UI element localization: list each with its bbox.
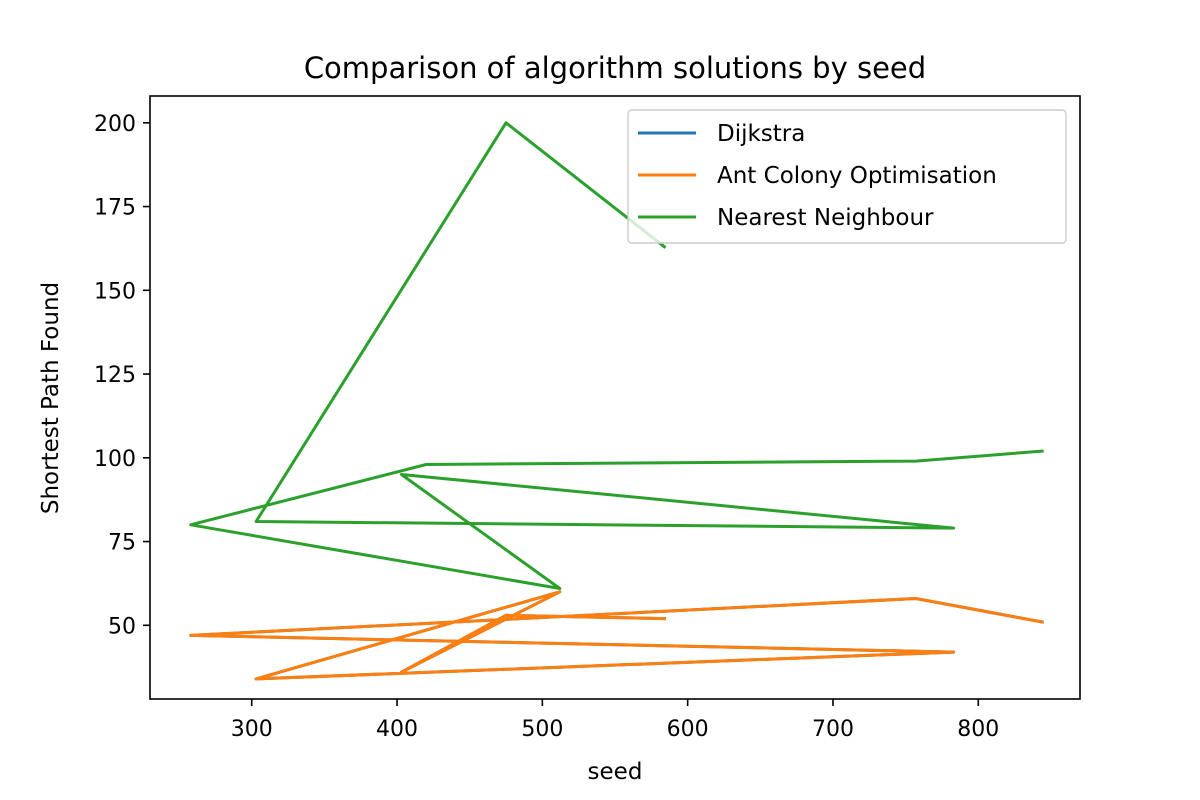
plot-area: [189, 121, 1044, 681]
x-tick-label: 600: [667, 717, 709, 742]
y-tick-label: 100: [94, 447, 136, 472]
legend-label-ant-colony-optimisation: Ant Colony Optimisation: [717, 163, 997, 189]
legend-label-dijkstra: Dijkstra: [717, 121, 805, 147]
x-tick-label: 700: [812, 717, 854, 742]
y-tick-label: 50: [108, 614, 136, 639]
x-tick-label: 400: [376, 717, 418, 742]
chart-title: Comparison of algorithm solutions by see…: [304, 51, 926, 85]
x-axis-label: seed: [588, 759, 643, 785]
axes-frame: [149, 95, 1081, 700]
x-axis: 300 400 500 600 700 800: [231, 699, 999, 742]
y-tick-label: 200: [94, 112, 136, 137]
series-line-ant-colony-optimisation: [189, 590, 1044, 681]
y-axis-label: Shortest Path Found: [38, 282, 64, 514]
y-tick-label: 75: [108, 531, 136, 556]
legend: Dijkstra Ant Colony Optimisation Nearest N…: [627, 109, 1067, 244]
series-line-nearest-neighbour: [189, 121, 1044, 590]
legend-box: [627, 109, 1067, 244]
y-axis: 50 75 100 125 150 175 200: [94, 112, 150, 639]
x-tick-label: 300: [231, 717, 273, 742]
x-tick-label: 800: [957, 717, 999, 742]
y-tick-label: 150: [94, 279, 136, 304]
x-tick-label: 500: [521, 717, 563, 742]
y-tick-label: 125: [94, 363, 136, 388]
legend-label-nearest-neighbour: Nearest Neighbour: [717, 205, 934, 231]
y-tick-label: 175: [94, 196, 136, 221]
